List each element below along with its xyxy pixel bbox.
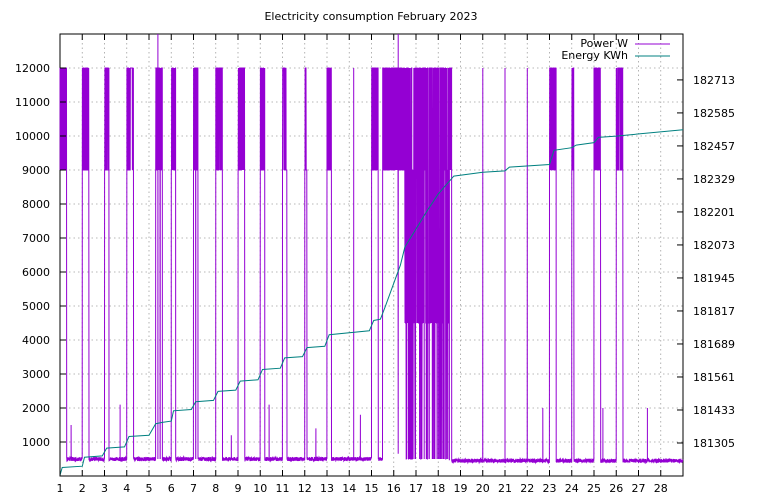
x-tick-label: 14 (342, 482, 356, 495)
y2-tick-label: 181817 (693, 305, 735, 318)
power-series (59, 34, 684, 465)
x-tick-label: 23 (543, 482, 557, 495)
x-tick-label: 4 (123, 482, 130, 495)
legend: Power W Energy KWh (561, 37, 670, 62)
y-tick-label: 7000 (22, 232, 50, 245)
y-tick-label: 8000 (22, 198, 50, 211)
y-tick-label: 11000 (15, 96, 50, 109)
x-tick-label: 25 (587, 482, 601, 495)
x-tick-label: 18 (431, 482, 445, 495)
y2-tick-label: 182457 (693, 140, 735, 153)
y2-tick-label: 182329 (693, 173, 735, 186)
x-tick-label: 7 (190, 482, 197, 495)
energy-line (59, 129, 684, 476)
y2-tick-label: 182073 (693, 239, 735, 252)
y-tick-label: 6000 (22, 266, 50, 279)
x-tick-label: 9 (235, 482, 242, 495)
y2-tick-label: 182201 (693, 206, 735, 219)
energy-series (59, 129, 684, 476)
x-tick-label: 2 (79, 482, 86, 495)
y2-tick-label: 181433 (693, 404, 735, 417)
y-tick-label: 9000 (22, 164, 50, 177)
y2-tick-label: 181945 (693, 272, 735, 285)
x-tick-label: 17 (409, 482, 423, 495)
y2-tick-label: 181689 (693, 338, 735, 351)
y-tick-label: 12000 (15, 62, 50, 75)
y-tick-label: 4000 (22, 334, 50, 347)
x-tick-label: 3 (101, 482, 108, 495)
y-tick-label: 5000 (22, 300, 50, 313)
chart-title: Electricity consumption February 2023 (264, 10, 477, 23)
x-tick-label: 22 (520, 482, 534, 495)
x-tick-label: 20 (476, 482, 490, 495)
x-tick-label: 28 (654, 482, 668, 495)
x-tick-label: 6 (168, 482, 175, 495)
y2-tick-label: 182585 (693, 107, 735, 120)
legend-label-power: Power W (580, 37, 628, 50)
x-tick-label: 8 (212, 482, 219, 495)
x-tick-label: 21 (498, 482, 512, 495)
x-tick-label: 1 (57, 482, 64, 495)
axes: 1 2 3 4 5 6 7 8 9 10 11 12 13 14 15 16 17 18 19 20 21 22 23 24 2… (15, 34, 735, 495)
x-tick-label: 15 (365, 482, 379, 495)
y2-tick-label: 181305 (693, 437, 735, 450)
y-tick-label: 10000 (15, 130, 50, 143)
x-tick-label: 11 (276, 482, 290, 495)
x-tick-label: 10 (253, 482, 267, 495)
x-tick-label: 12 (298, 482, 312, 495)
x-tick-label: 27 (632, 482, 646, 495)
x-tick-label: 5 (146, 482, 153, 495)
y2-tick-label: 182713 (693, 74, 735, 87)
y-tick-label: 3000 (22, 368, 50, 381)
y-tick-label: 2000 (22, 402, 50, 415)
power-line (59, 34, 684, 465)
legend-label-energy: Energy KWh (561, 49, 628, 62)
x-tick-label: 24 (565, 482, 579, 495)
x-tick-label: 16 (387, 482, 401, 495)
y-tick-label: 1000 (22, 436, 50, 449)
x-tick-label: 26 (609, 482, 623, 495)
x-tick-label: 19 (454, 482, 468, 495)
y2-tick-label: 181561 (693, 371, 735, 384)
x-tick-label: 13 (320, 482, 334, 495)
